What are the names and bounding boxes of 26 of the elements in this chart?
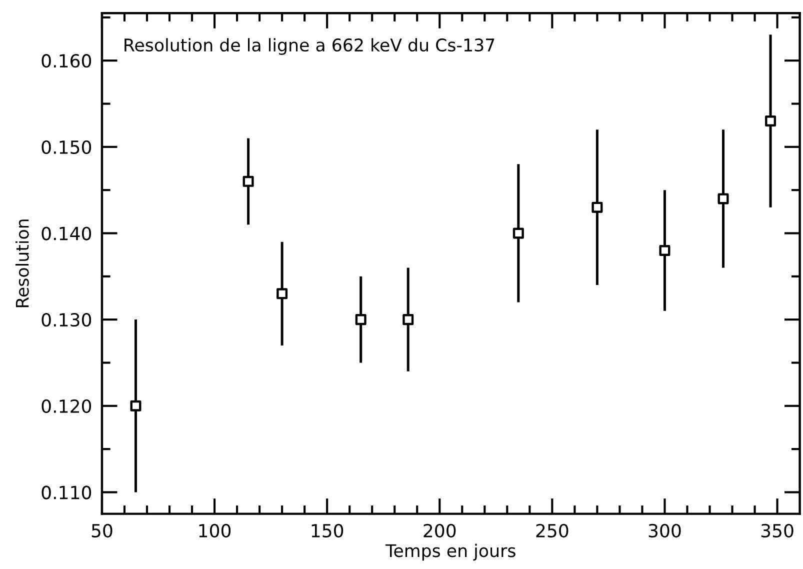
point [402, 314, 414, 326]
x-tick-label: 250 [536, 524, 568, 538]
x-tick-label: 50 [92, 524, 112, 538]
y-axis-title: Resolution [15, 220, 29, 308]
x-axis-title: Temps en jours [386, 544, 516, 561]
x-tick-label: 300 [648, 524, 681, 538]
y-tick-label: 0.130 [42, 313, 92, 327]
point [592, 202, 603, 213]
point [276, 288, 288, 300]
x-tick-label: 150 [312, 524, 344, 538]
point [130, 400, 142, 412]
x-tick-label: 200 [424, 524, 456, 538]
point [242, 176, 254, 187]
text: Resolution de la ligne a 662 keV du Cs-137 [124, 38, 494, 55]
point [659, 244, 670, 256]
y-tick-label: 0.110 [42, 486, 92, 500]
y-tick-label: 0.120 [42, 399, 92, 414]
point [355, 314, 366, 326]
y-tick-label: 0.140 [42, 226, 92, 240]
point [512, 228, 524, 239]
point [765, 116, 776, 127]
y-tick-label: 0.150 [42, 140, 92, 154]
x-tick-label: 100 [199, 524, 231, 538]
y-tick-label: 0.160 [42, 54, 92, 68]
x-tick-label: 350 [761, 524, 794, 538]
point [718, 193, 729, 204]
